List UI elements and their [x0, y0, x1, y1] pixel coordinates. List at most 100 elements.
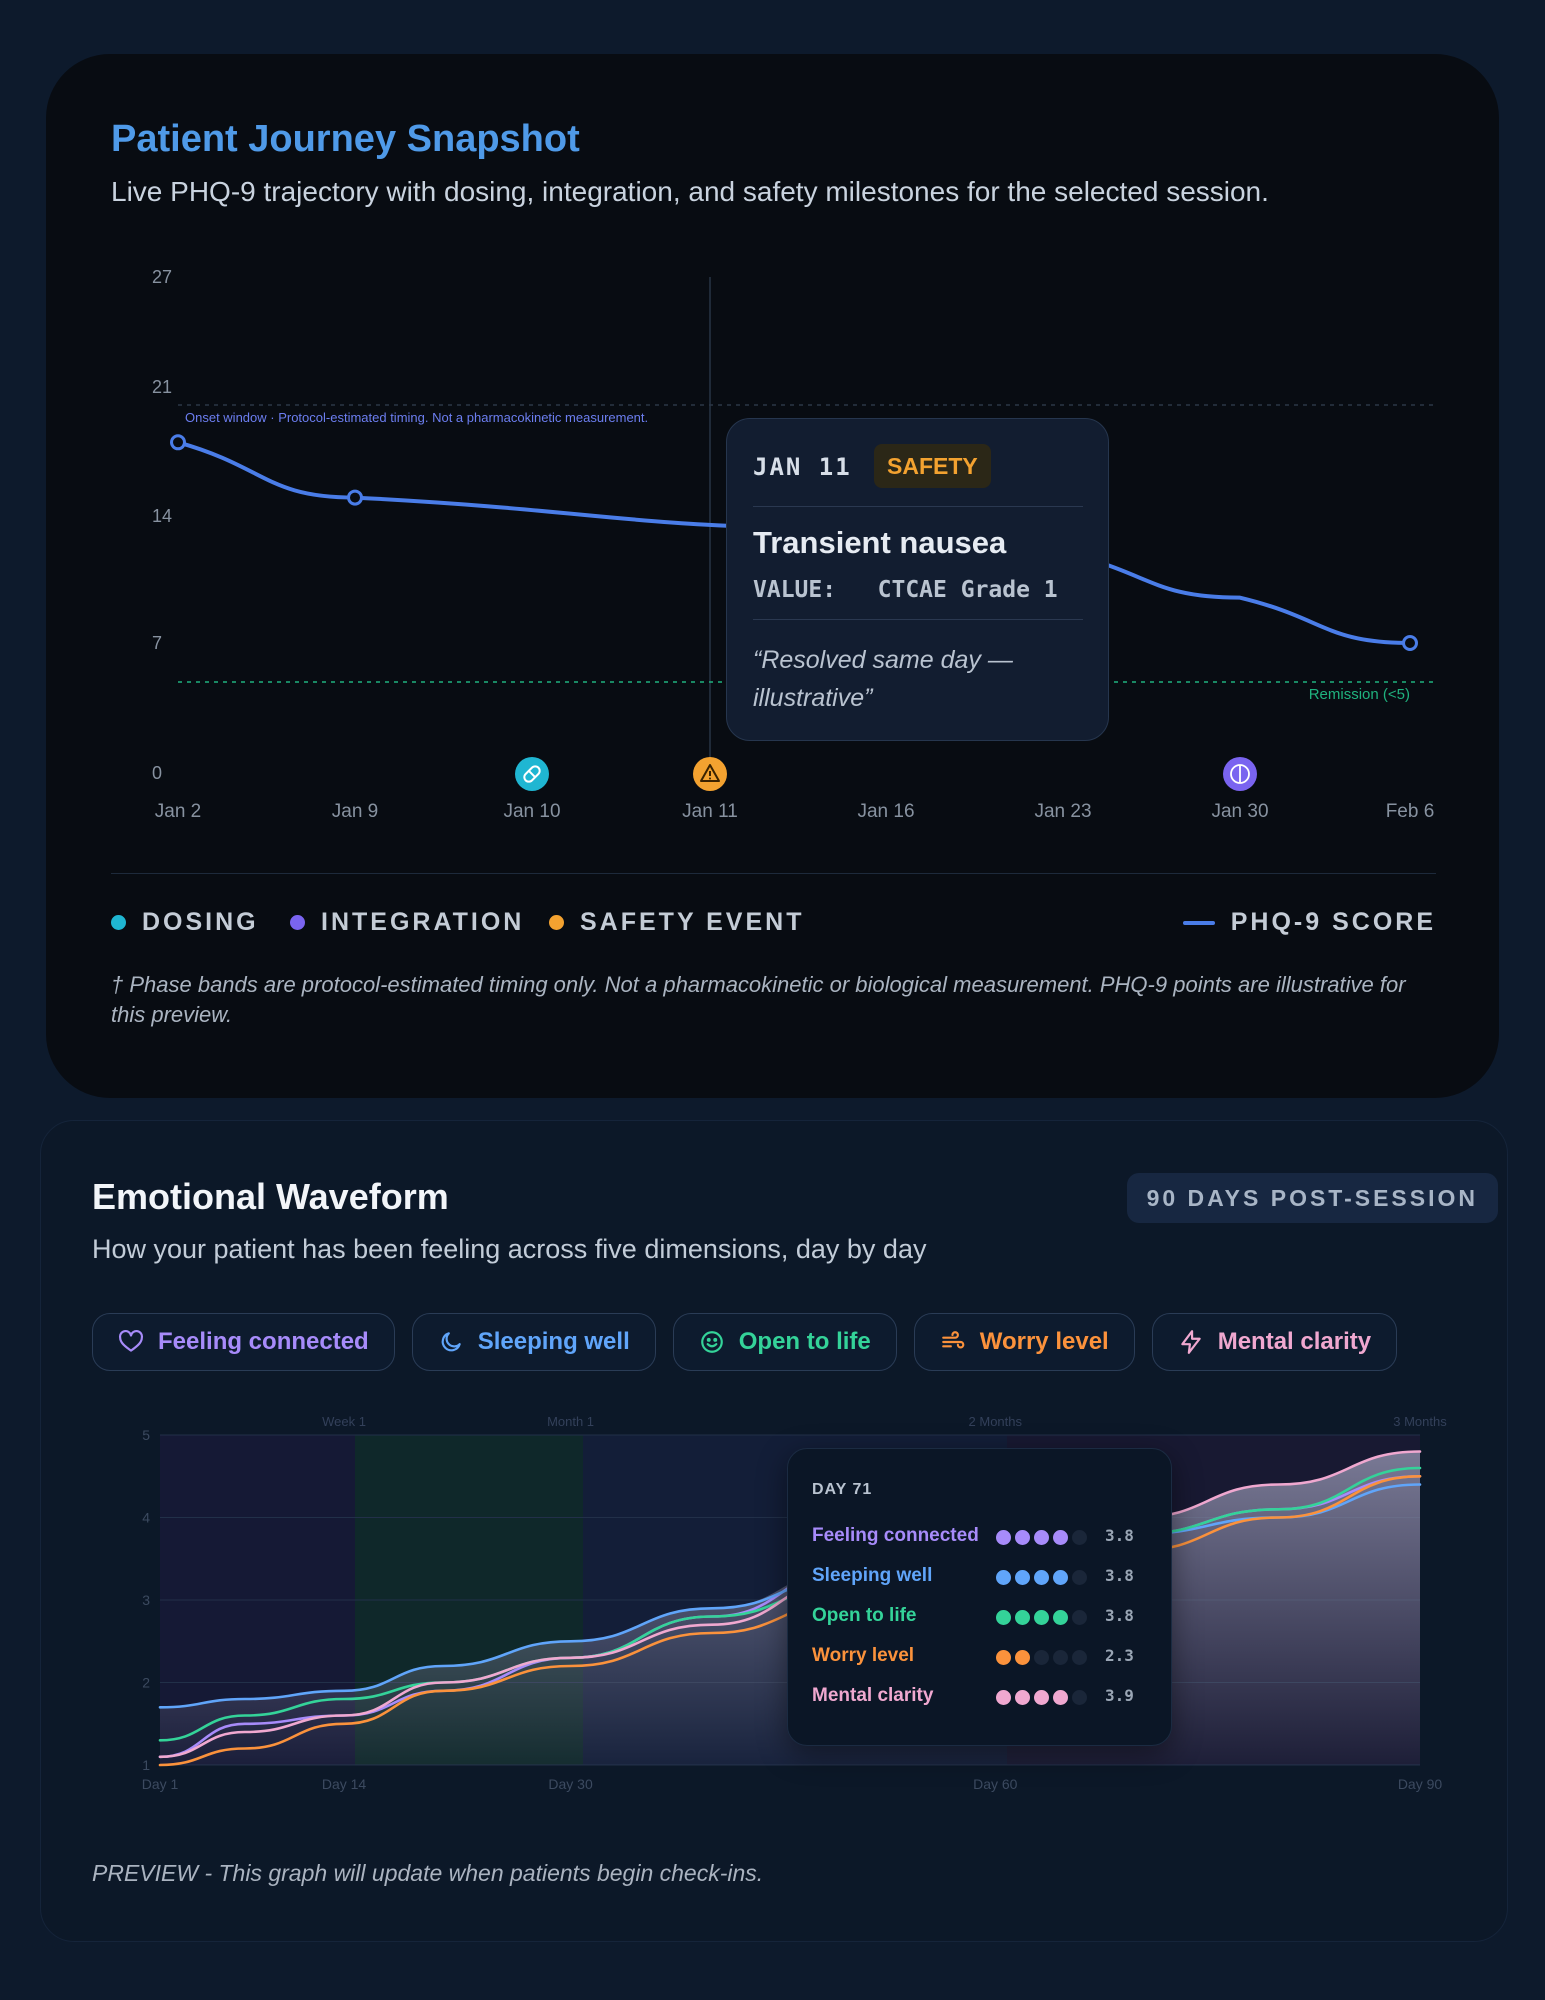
rating-dot	[1053, 1650, 1068, 1665]
legend-integration-label: INTEGRATION	[321, 908, 525, 936]
rating-dots	[996, 1690, 1087, 1705]
heart-icon	[119, 1329, 143, 1352]
pill-worry-level[interactable]: Worry level	[913, 1313, 1135, 1371]
rating-dot	[1015, 1650, 1030, 1665]
legend-score-label: PHQ-9 SCORE	[1230, 908, 1436, 936]
rating-dot	[1072, 1650, 1087, 1665]
tooltip-value: CTCAE Grade 1	[877, 577, 1058, 603]
phq9-point[interactable]	[170, 434, 186, 451]
rating-dot	[1015, 1570, 1030, 1585]
wind-icon	[941, 1331, 965, 1349]
tooltip-value-row: VALUE: CTCAE Grade 1	[753, 577, 1058, 603]
moon-icon	[441, 1332, 461, 1352]
pill-label: Sleeping well	[477, 1328, 630, 1355]
series-line-mental-clarity	[158, 1450, 1422, 1759]
y-tick-label: 5	[142, 1427, 150, 1443]
pill-label: Open to life	[738, 1328, 871, 1355]
legend-safety-label: SAFETY EVENT	[580, 908, 805, 936]
phase-label: Week 1	[322, 1414, 366, 1429]
day-tooltip: DAY 71 Feeling connected 3.8 Sleeping well…	[787, 1448, 1172, 1746]
tooltip-row: Open to life 3.8	[812, 1605, 1152, 1631]
tooltip-row-label: Mental clarity	[812, 1685, 934, 1706]
y-tick-label: 4	[142, 1510, 150, 1526]
pill-feeling-connected[interactable]: Feeling connected	[92, 1313, 395, 1371]
legend-safety[interactable]: SAFETY EVENT	[549, 908, 804, 937]
pill-open-to-life[interactable]: Open to life	[672, 1313, 897, 1371]
tooltip-row-value: 3.8	[1105, 1526, 1134, 1545]
tooltip-row: Worry level 2.3	[812, 1645, 1152, 1671]
tooltip-day: DAY 71	[812, 1481, 873, 1498]
legend-integration[interactable]: INTEGRATION	[290, 908, 524, 937]
rating-dot	[1072, 1610, 1087, 1625]
integration-marker[interactable]	[1223, 757, 1257, 791]
tooltip-row-value: 3.8	[1105, 1606, 1134, 1625]
rating-dot	[1053, 1530, 1068, 1545]
snapshot-subtitle: Live PHQ-9 trajectory with dosing, integ…	[111, 176, 1269, 207]
rating-dot	[996, 1690, 1011, 1705]
tooltip-safety-tag: SAFETY	[874, 444, 991, 488]
tooltip-value-label: VALUE:	[753, 577, 837, 603]
legend-score[interactable]: PHQ-9 SCORE	[1182, 908, 1436, 937]
rating-dot	[996, 1650, 1011, 1665]
tooltip-divider-2	[753, 619, 1083, 620]
tooltip-row-label: Sleeping well	[812, 1565, 933, 1586]
period-badge: 90 DAYS POST-SESSION	[1126, 1173, 1498, 1223]
rating-dot	[1034, 1530, 1049, 1545]
rating-dots	[996, 1650, 1087, 1665]
tooltip-divider	[753, 506, 1083, 507]
tooltip-row-value: 3.9	[1105, 1686, 1134, 1705]
remission-label: Remission (<5)	[1309, 686, 1410, 703]
tooltip-row: Mental clarity 3.9	[812, 1685, 1152, 1711]
series-line-worry-level	[158, 1475, 1422, 1767]
pill-icon	[523, 765, 541, 783]
rating-dot	[1072, 1570, 1087, 1585]
y-tick-label: 1	[142, 1757, 150, 1773]
phase-label: 3 Months	[1393, 1414, 1447, 1429]
pill-sleeping-well[interactable]: Sleeping well	[411, 1313, 656, 1371]
chart-legend: DOSING INTEGRATION SAFETY EVENT PHQ-9 SC…	[111, 908, 1436, 948]
tooltip-row-value: 2.3	[1105, 1646, 1134, 1665]
smile-icon	[700, 1331, 723, 1353]
y-tick-label: 2	[142, 1675, 150, 1691]
rating-dots	[996, 1530, 1087, 1545]
y-tick-label: 7	[152, 633, 162, 653]
waveform-title: Emotional Waveform	[92, 1176, 449, 1217]
integration-dot-icon	[290, 915, 305, 930]
y-tick-label: 14	[152, 506, 172, 526]
x-tick-label: Day 14	[322, 1776, 367, 1792]
safety-dot-icon	[549, 915, 564, 930]
rating-dot	[1015, 1610, 1030, 1625]
tooltip-row-value: 3.8	[1105, 1566, 1134, 1585]
series-line-sleeping-well	[158, 1483, 1422, 1709]
score-line-icon	[1182, 920, 1215, 925]
x-tick-label: Jan 30	[1211, 801, 1268, 822]
rating-dot	[1015, 1690, 1030, 1705]
rating-dot	[1072, 1690, 1087, 1705]
phq9-point[interactable]	[347, 489, 363, 506]
x-tick-label: Day 30	[548, 1776, 593, 1792]
y-tick-label: 0	[152, 763, 162, 783]
phq9-point[interactable]	[1402, 635, 1418, 651]
tooltip-row-label: Feeling connected	[812, 1525, 979, 1546]
series-line-open-to-life	[158, 1466, 1422, 1742]
legend-dosing[interactable]: DOSING	[111, 908, 259, 937]
safety-event-tooltip: JAN 11 SAFETY Transient nausea VALUE: CT…	[726, 418, 1109, 741]
rating-dot	[1015, 1530, 1030, 1545]
legend-divider	[111, 873, 1436, 874]
dosing-marker[interactable]	[515, 757, 549, 791]
tooltip-event-name: Transient nausea	[753, 525, 1007, 560]
x-tick-label: Day 60	[973, 1776, 1018, 1792]
tooltip-row: Sleeping well 3.8	[812, 1565, 1152, 1591]
tooltip-row-label: Worry level	[812, 1645, 915, 1666]
pill-label: Mental clarity	[1217, 1328, 1372, 1355]
legend-dosing-label: DOSING	[142, 908, 259, 936]
phase-label: Month 1	[547, 1414, 594, 1429]
phq9-chart: 0 7 14 21 27 Jan 2 Jan 9 Jan 10 Jan 11 Jan 16 Jan…	[152, 267, 1434, 822]
rating-dots	[996, 1610, 1087, 1625]
x-tick-label: Jan 9	[332, 801, 378, 822]
pill-mental-clarity[interactable]: Mental clarity	[1151, 1313, 1398, 1371]
safety-marker[interactable]	[693, 757, 727, 791]
warning-icon	[700, 764, 720, 782]
pill-label: Worry level	[979, 1328, 1109, 1355]
tooltip-date: JAN 11	[753, 453, 852, 481]
